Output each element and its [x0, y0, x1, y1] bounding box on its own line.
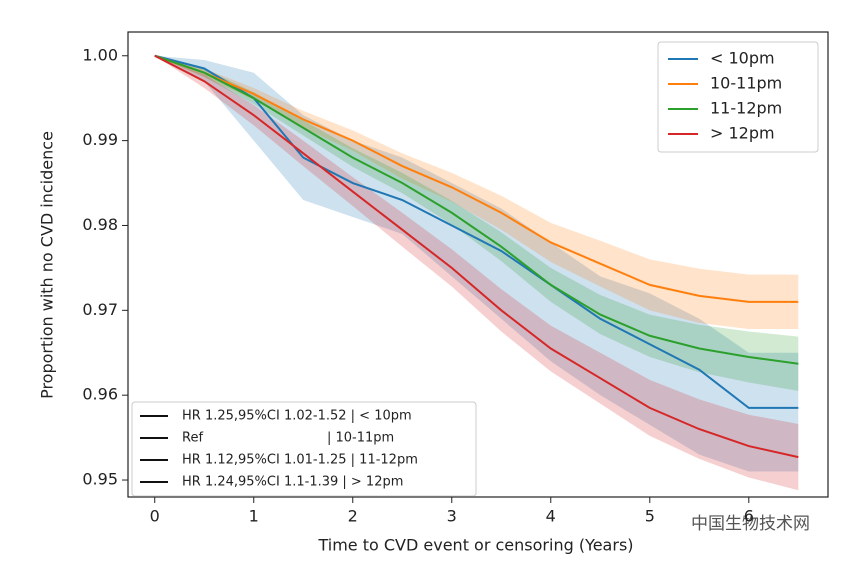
legend-label: 11-12pm: [710, 99, 782, 118]
x-tick-label: 4: [546, 507, 556, 526]
hr-legend-label: HR 1.12,95%CI 1.01-1.25 | 11-12pm: [182, 453, 418, 468]
survival-line: [154, 54, 799, 365]
y-tick-label: 0.98: [82, 215, 118, 234]
x-tick-label: 2: [348, 507, 358, 526]
hr-legend-label: HR 1.24,95%CI 1.1-1.39 | > 12pm: [182, 475, 403, 490]
hr-legend-box: [131, 401, 477, 497]
survival-line: [154, 54, 799, 459]
x-axis-label: Time to CVD event or censoring (Years): [317, 536, 633, 555]
y-tick-label: 0.99: [82, 130, 118, 149]
confidence-band: [154, 55, 799, 472]
plot-frame: [127, 31, 829, 498]
y-tick-label: 0.97: [82, 300, 118, 319]
x-tick-label: 1: [249, 507, 259, 526]
survival-line: [154, 54, 799, 409]
x-tick-label: 3: [447, 507, 457, 526]
legend-label: 10-11pm: [710, 74, 782, 93]
x-tick-label: 6: [744, 507, 754, 526]
y-tick-label: 0.96: [82, 385, 118, 404]
y-tick-label: 1.00: [82, 45, 118, 64]
x-tick-label: 0: [150, 507, 160, 526]
watermark: 中国生物技术网: [691, 514, 810, 534]
legend-box: [657, 41, 819, 153]
confidence-band: [154, 55, 799, 391]
y-tick-label: 0.95: [82, 470, 118, 489]
y-axis-label: Proportion with no CVD incidence: [38, 131, 57, 399]
hr-legend-label: HR 1.25,95%CI 1.02-1.52 | < 10pm: [182, 409, 412, 424]
legend-label: < 10pm: [710, 49, 775, 68]
hr-legend-label: Ref | 10-11pm: [182, 431, 394, 446]
legend-label: > 12pm: [710, 124, 775, 143]
x-tick-label: 5: [645, 507, 655, 526]
survival-line: [154, 54, 799, 303]
